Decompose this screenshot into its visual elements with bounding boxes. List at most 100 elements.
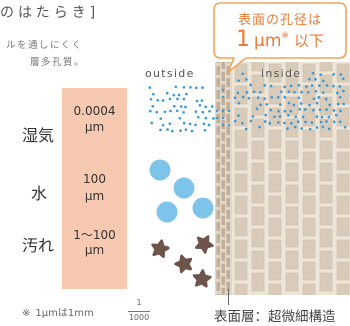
moisture-dot bbox=[325, 108, 328, 111]
membrane-surface-cell bbox=[221, 84, 225, 93]
moisture-dot bbox=[190, 129, 194, 133]
moisture-dot bbox=[297, 96, 301, 100]
moisture-dot bbox=[301, 115, 305, 119]
moisture-dot bbox=[252, 90, 256, 94]
membrane-brick bbox=[268, 239, 282, 259]
moisture-dot bbox=[314, 89, 318, 93]
moisture-dot bbox=[324, 97, 328, 101]
membrane-brick bbox=[251, 140, 265, 160]
membrane-surface-cell bbox=[221, 144, 225, 153]
moisture-dot bbox=[327, 127, 331, 131]
moisture-dot bbox=[292, 103, 296, 107]
membrane-brick bbox=[268, 217, 282, 237]
moisture-dot bbox=[269, 108, 273, 112]
membrane-brick bbox=[251, 206, 265, 226]
moisture-label: 湿気 bbox=[22, 126, 55, 145]
size-panel bbox=[62, 88, 127, 289]
moisture-dot bbox=[325, 120, 328, 123]
moisture-dot bbox=[279, 90, 283, 94]
moisture-dot bbox=[247, 96, 251, 100]
membrane-brick bbox=[251, 118, 265, 138]
pore-size-unit: μm bbox=[254, 31, 282, 51]
moisture-dot bbox=[172, 104, 176, 108]
membrane-surface-cell bbox=[226, 234, 230, 243]
membrane-brick bbox=[268, 85, 282, 105]
membrane-surface-cell bbox=[221, 240, 225, 249]
membrane-brick bbox=[336, 195, 350, 215]
moisture-dot bbox=[163, 110, 167, 114]
moisture-dot bbox=[339, 109, 342, 113]
moisture-dot bbox=[287, 90, 291, 94]
moisture-dot bbox=[343, 125, 347, 129]
moisture-dot bbox=[241, 95, 245, 99]
membrane-brick bbox=[319, 206, 333, 226]
moisture-dot bbox=[289, 109, 293, 113]
membrane-surface-cell bbox=[216, 90, 220, 99]
moisture-dot bbox=[251, 115, 255, 118]
moisture-dot bbox=[327, 115, 331, 119]
speech-bubble-outline bbox=[213, 2, 347, 73]
moisture-dot bbox=[319, 120, 323, 124]
membrane-brick bbox=[336, 239, 350, 259]
membrane-brick bbox=[234, 85, 248, 105]
moisture-dot bbox=[320, 115, 324, 119]
moisture-dot bbox=[221, 88, 225, 92]
moisture-dot bbox=[328, 103, 331, 107]
membrane-surface-cell bbox=[216, 222, 220, 231]
membrane-surface-cell bbox=[221, 156, 225, 165]
membrane-surface-cell bbox=[216, 150, 220, 159]
moisture-dot bbox=[215, 116, 219, 120]
membrane-surface-cell bbox=[226, 102, 230, 111]
moisture-dot bbox=[315, 101, 319, 105]
membrane-surface-cell bbox=[226, 90, 230, 99]
moisture-dot bbox=[310, 121, 314, 124]
membrane-brick bbox=[336, 283, 350, 295]
membrane-surface-cell bbox=[226, 198, 230, 207]
moisture-dot bbox=[310, 84, 314, 87]
moisture-dot bbox=[245, 91, 249, 94]
membrane-brick bbox=[234, 261, 248, 281]
membrane-surface-cell bbox=[216, 66, 220, 75]
dirt-size: 1〜100 bbox=[73, 228, 116, 242]
membrane-brick bbox=[319, 140, 333, 160]
moisture-dot bbox=[332, 120, 336, 124]
membrane-brick bbox=[319, 184, 333, 204]
membrane-brick bbox=[234, 283, 248, 295]
membrane-brick bbox=[302, 195, 316, 215]
speech-bubble bbox=[213, 2, 347, 73]
membrane-surface-cell bbox=[221, 204, 225, 213]
moisture-dot bbox=[241, 72, 245, 76]
moisture-dot bbox=[278, 103, 282, 106]
dirt-particle bbox=[151, 239, 170, 258]
membrane-surface-cell bbox=[226, 186, 230, 195]
caption-line-1: ルを通しにくく bbox=[6, 40, 83, 51]
water-drop bbox=[192, 197, 214, 219]
moisture-dot bbox=[203, 128, 207, 132]
membrane-surface-cell bbox=[221, 62, 225, 69]
moisture-dot bbox=[277, 121, 280, 124]
dirt-label: 汚れ bbox=[22, 236, 55, 255]
membrane-surface-cell bbox=[226, 282, 230, 291]
moisture-dot bbox=[194, 86, 198, 90]
moisture-dot bbox=[233, 96, 237, 100]
moisture-dot bbox=[178, 116, 182, 120]
moisture-dot bbox=[278, 115, 282, 118]
moisture-dot bbox=[174, 85, 178, 89]
moisture-dot bbox=[314, 78, 317, 81]
membrane-surface-cell bbox=[216, 162, 220, 171]
moisture-dot bbox=[195, 99, 199, 103]
pore-size-number: 1 bbox=[236, 27, 251, 52]
moisture-dot bbox=[227, 123, 231, 127]
moisture-dot bbox=[200, 99, 204, 102]
footnote-mark: ※ bbox=[22, 308, 31, 319]
moisture-dot bbox=[221, 116, 225, 120]
moisture-dot bbox=[233, 119, 237, 123]
moisture-dot bbox=[336, 102, 340, 106]
membrane-surface-cell bbox=[221, 180, 225, 189]
membrane-brick bbox=[285, 206, 299, 226]
moisture-dot bbox=[184, 128, 188, 131]
membrane-brick bbox=[285, 118, 299, 138]
moisture-dot bbox=[237, 101, 241, 105]
membrane-surface-cell bbox=[221, 216, 225, 225]
membrane-brick bbox=[336, 261, 350, 281]
